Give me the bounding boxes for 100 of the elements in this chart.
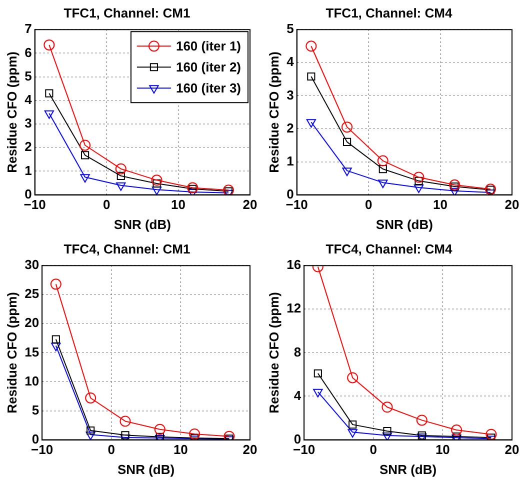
x-tick-label: 10: [433, 197, 448, 212]
point: [81, 151, 90, 160]
y-tick-label: 1: [24, 162, 32, 178]
point: [189, 428, 200, 440]
point: [188, 184, 197, 193]
point: [413, 172, 424, 183]
point: [307, 72, 316, 81]
y-axis-title: Residue CFO (ppm): [266, 292, 282, 414]
point: [314, 369, 322, 378]
point: [116, 182, 126, 191]
x-tick-label: 10: [171, 197, 186, 212]
point: [416, 414, 428, 426]
point: [347, 372, 358, 384]
point: [450, 182, 459, 191]
point: [451, 424, 462, 436]
y-tick-label: 5: [24, 68, 32, 84]
point: [343, 138, 352, 146]
y-tick-label: 2: [24, 139, 32, 154]
x-axis-title: SNR (dB): [118, 462, 175, 477]
point: [121, 431, 130, 440]
y-tick-label: 7: [24, 21, 32, 36]
y-tick-label: 10: [24, 373, 40, 388]
y-tick-label: 5: [32, 402, 40, 418]
y-tick-label: 2: [286, 120, 294, 136]
point: [342, 122, 353, 133]
point: [383, 427, 392, 436]
x-tick-label: 20: [504, 197, 520, 212]
y-tick-label: 30: [24, 257, 40, 272]
point: [378, 164, 387, 174]
chart-title: TFC1, Channel: CM4: [326, 5, 453, 20]
y-tick-label: 12: [286, 300, 302, 316]
point: [306, 40, 317, 52]
point: [45, 89, 54, 98]
legend-label: 160 (iter 2): [176, 60, 242, 75]
y-axis-title: Residue CFO (ppm): [266, 52, 282, 173]
point: [449, 179, 460, 190]
point: [378, 180, 388, 188]
x-tick-label: 10: [173, 442, 188, 458]
y-tick-label: 4: [294, 388, 302, 403]
point: [44, 110, 54, 119]
y-tick-label: 0: [286, 186, 294, 202]
y-tick-label: 3: [286, 87, 294, 102]
x-axis-title: SNR (dB): [114, 216, 171, 232]
y-tick-label: 25: [24, 286, 40, 302]
legend-label: 160 (iter 1): [176, 38, 242, 54]
point: [50, 278, 62, 290]
point: [80, 174, 90, 183]
y-axis-title: Residue CFO (ppm): [4, 292, 20, 414]
point: [52, 335, 60, 344]
point: [152, 179, 161, 188]
x-tick-label: 0: [364, 197, 372, 212]
y-axis-title: Residue CFO (ppm): [4, 52, 20, 173]
legend-label: 160 (iter 3): [176, 80, 242, 96]
chart-title: TFC1, Channel: CM1: [64, 5, 190, 20]
point: [348, 429, 358, 438]
point: [115, 163, 126, 174]
y-tick-label: 8: [294, 344, 302, 360]
y-tick-label: 0: [24, 186, 32, 202]
y-tick-label: 3: [24, 116, 32, 131]
x-tick-label: 20: [242, 442, 258, 458]
point: [152, 186, 162, 195]
point: [450, 188, 460, 195]
point: [187, 182, 198, 194]
point: [418, 431, 426, 440]
point: [348, 420, 357, 429]
chart-title: TFC4, Channel: CM1: [64, 241, 190, 256]
point: [44, 39, 55, 50]
y-tick-label: 5: [286, 21, 294, 36]
x-axis-title: SNR (dB): [380, 462, 437, 477]
point: [154, 424, 166, 435]
point: [414, 176, 423, 185]
y-tick-label: 6: [24, 44, 32, 60]
y-tick-label: 4: [286, 54, 295, 70]
point: [85, 392, 96, 404]
point: [116, 172, 125, 180]
x-axis-title: SNR (dB): [376, 216, 433, 232]
point: [313, 388, 323, 398]
x-tick-label: 20: [504, 442, 520, 458]
chart-title: TFC4, Channel: CM4: [326, 241, 453, 256]
point: [486, 428, 497, 440]
point: [86, 426, 95, 435]
point: [120, 416, 131, 427]
x-tick-label: 0: [370, 442, 377, 458]
point: [80, 140, 91, 151]
point: [414, 184, 424, 194]
y-tick-label: 4: [24, 92, 33, 107]
x-tick-label: 10: [435, 442, 450, 458]
y-tick-label: 16: [286, 257, 302, 272]
y-tick-label: 15: [24, 344, 40, 360]
point: [382, 432, 392, 440]
y-tick-label: 1: [286, 153, 294, 168]
point: [377, 155, 388, 166]
y-tick-label: 20: [24, 315, 40, 330]
x-tick-label: 0: [108, 442, 115, 458]
point: [342, 168, 352, 176]
point: [151, 174, 162, 186]
point: [222, 184, 234, 195]
point: [306, 119, 316, 128]
x-tick-label: 0: [102, 197, 110, 212]
x-tick-label: 20: [242, 197, 258, 212]
